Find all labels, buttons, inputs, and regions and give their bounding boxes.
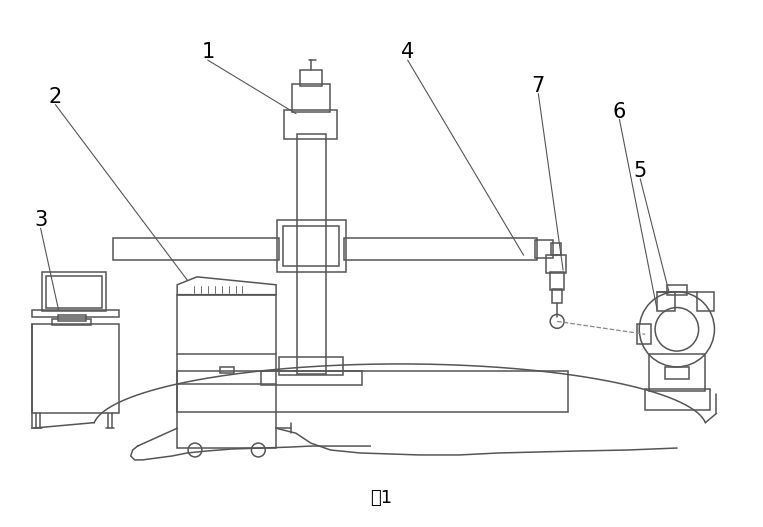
Bar — [665, 367, 689, 379]
Bar — [261, 371, 362, 385]
Bar — [649, 354, 704, 391]
Bar — [177, 371, 568, 413]
Bar — [552, 289, 562, 302]
Text: 7: 7 — [532, 76, 545, 96]
Bar — [32, 324, 119, 413]
Bar — [42, 272, 106, 311]
Bar — [667, 285, 687, 295]
Bar — [344, 238, 537, 260]
Bar — [284, 110, 337, 139]
Bar — [637, 324, 651, 344]
Bar — [551, 243, 561, 255]
Bar — [550, 272, 564, 290]
Bar — [283, 227, 340, 266]
Bar — [536, 240, 553, 258]
Bar — [177, 295, 276, 448]
Text: 6: 6 — [613, 102, 626, 122]
Text: 3: 3 — [34, 210, 47, 230]
Text: 5: 5 — [633, 161, 647, 181]
Bar — [297, 134, 326, 374]
Bar — [220, 367, 233, 373]
Bar — [277, 220, 346, 272]
Bar — [32, 309, 119, 317]
Bar — [279, 357, 343, 375]
Text: 图1: 图1 — [370, 489, 392, 506]
Bar — [645, 389, 710, 411]
Bar — [697, 292, 714, 311]
Bar — [113, 238, 279, 260]
Text: 2: 2 — [49, 87, 62, 107]
Bar — [46, 276, 102, 308]
Bar — [59, 316, 86, 321]
Bar — [657, 292, 675, 311]
Text: 4: 4 — [401, 42, 414, 62]
Text: 1: 1 — [201, 42, 214, 62]
Bar — [300, 70, 322, 86]
Bar — [292, 84, 330, 112]
Bar — [52, 319, 91, 325]
Bar — [546, 255, 566, 273]
